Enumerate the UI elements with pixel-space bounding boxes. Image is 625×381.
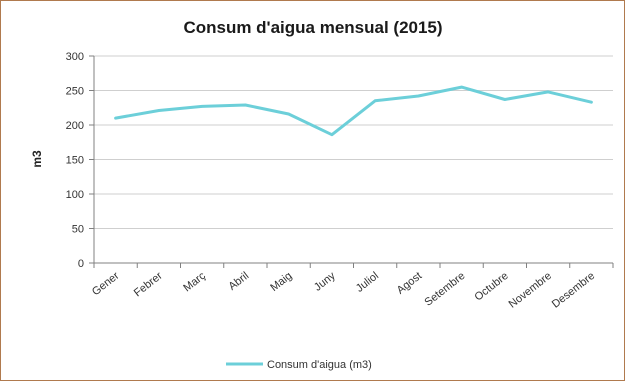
data-point [503,98,507,101]
data-point [244,103,247,107]
legend: Consum d'aigua (m3) [226,359,372,371]
x-tick-label: Setembre [422,270,467,309]
data-point [460,85,463,89]
x-tick-label: Gener [90,270,122,298]
data-point [287,112,290,116]
y-tick-label: 0 [78,258,84,270]
x-tick-label: Agost [395,270,425,297]
gridlines [94,55,613,229]
y-tick-label: 300 [66,51,84,63]
y-tick-label: 250 [66,86,84,98]
x-tick-label: Novembre [507,270,554,311]
x-tick-label: Desembre [550,270,597,311]
axes [89,55,614,268]
x-tick-label: Juliol [354,270,381,295]
x-tick-labels: Gener Febrer Març Abril Maig Juny Juliol AgostS… [90,270,597,311]
y-tick-label: 50 [72,224,84,236]
data-point [330,133,334,136]
x-tick-label: Abril [226,270,251,293]
y-tick-label: 150 [66,155,84,167]
y-axis-label: m3 [30,150,44,168]
data-point [546,90,550,94]
x-tick-label: Febrer [132,270,165,300]
data-point [200,105,204,108]
y-tick-label: 200 [66,120,84,132]
data-point [157,109,161,112]
data-point [590,101,593,104]
series-layer [114,85,593,137]
chart-title: Consum d'aigua mensual (2015) [183,18,442,37]
data-point [114,116,117,120]
x-tick-label: Març [181,270,208,295]
y-tick-labels: 0 50 100 150 200 250 300 [66,51,84,270]
legend-label: Consum d'aigua (m3) [267,359,372,371]
x-tick-label: Maig [268,270,294,294]
series-line [114,85,593,137]
data-point [373,99,377,103]
x-tick-label: Juny [312,270,338,294]
data-point [417,94,420,98]
y-tick-label: 100 [66,189,84,201]
x-tick-label: Octubre [472,270,510,304]
